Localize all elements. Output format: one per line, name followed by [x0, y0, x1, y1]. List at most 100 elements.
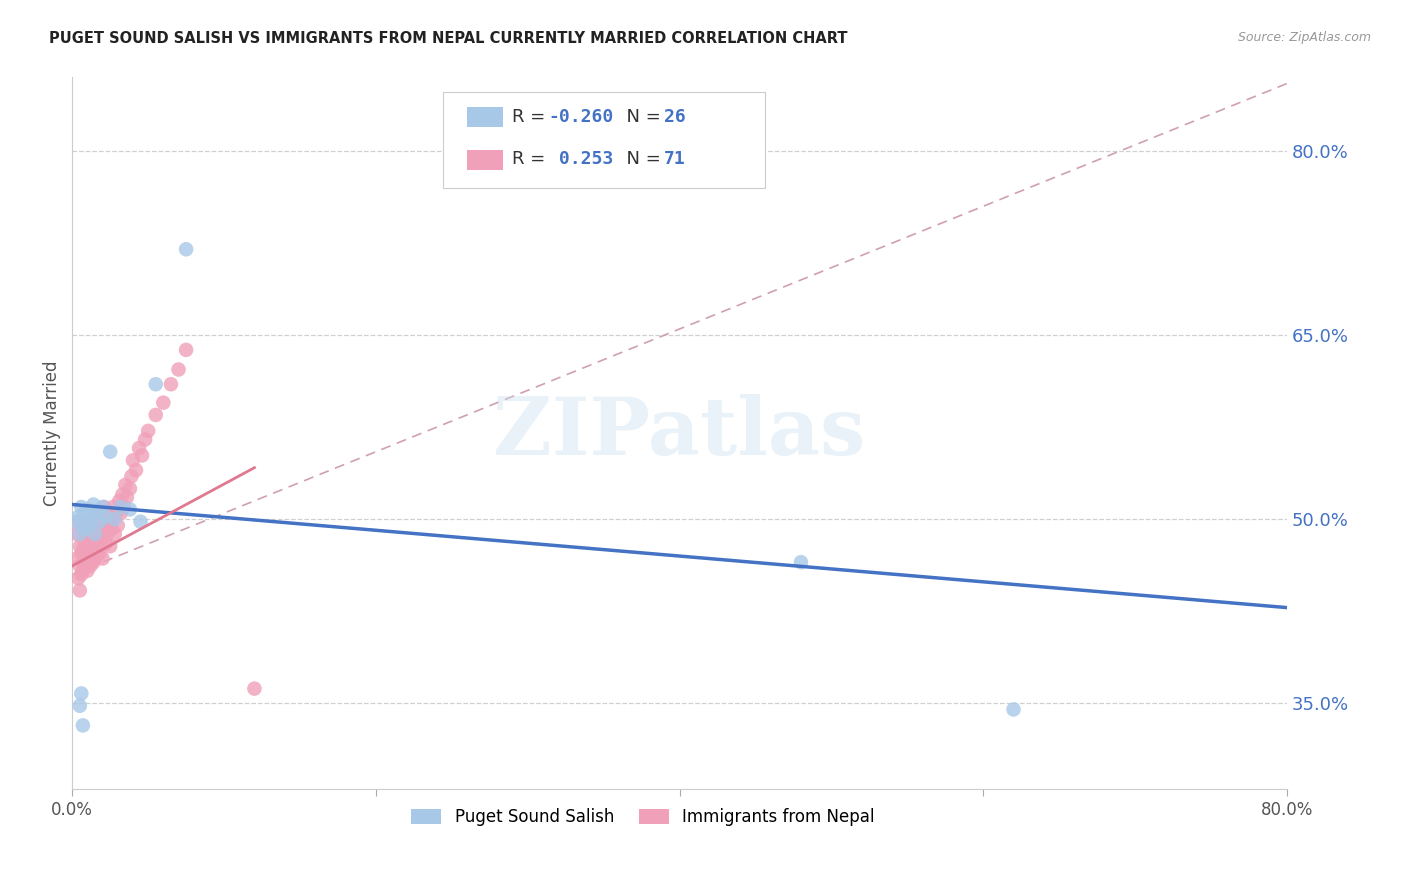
Point: [72, 564, 94, 578]
Point: [84, 527, 107, 541]
Text: -0.260: -0.260: [548, 108, 613, 126]
Point: [104, 527, 127, 541]
Point: [72, 522, 94, 536]
Point: [94, 515, 117, 529]
Point: [97, 506, 120, 520]
Point: [77, 555, 100, 569]
Point: [160, 377, 183, 392]
Point: [125, 463, 148, 477]
FancyBboxPatch shape: [467, 150, 503, 170]
Text: R =: R =: [512, 108, 551, 126]
Point: [131, 449, 153, 463]
Point: [136, 424, 159, 438]
Point: [145, 377, 167, 392]
Point: [111, 488, 134, 502]
Point: [82, 555, 104, 569]
Point: [80, 527, 103, 541]
Point: [122, 453, 145, 467]
Point: [107, 518, 129, 533]
FancyBboxPatch shape: [467, 107, 503, 128]
Point: [66, 551, 89, 566]
Text: ZIPatlas: ZIPatlas: [494, 394, 866, 473]
Point: [69, 527, 91, 541]
Point: [89, 515, 111, 529]
Text: Source: ZipAtlas.com: Source: ZipAtlas.com: [1237, 31, 1371, 45]
Text: PUGET SOUND SALISH VS IMMIGRANTS FROM NEPAL CURRENTLY MARRIED CORRELATION CHART: PUGET SOUND SALISH VS IMMIGRANTS FROM NE…: [49, 31, 848, 46]
Point: [84, 506, 107, 520]
Point: [73, 534, 96, 549]
Y-axis label: Currently Married: Currently Married: [44, 360, 60, 506]
Point: [86, 522, 108, 536]
Point: [115, 490, 138, 504]
Text: N =: N =: [616, 108, 666, 126]
Point: [1002, 702, 1025, 716]
Point: [128, 441, 150, 455]
Point: [94, 509, 117, 524]
Point: [79, 539, 101, 553]
Point: [87, 515, 110, 529]
Point: [79, 517, 101, 532]
Point: [145, 408, 167, 422]
Point: [105, 506, 128, 520]
Point: [93, 500, 115, 514]
Point: [167, 362, 190, 376]
Point: [174, 242, 197, 256]
Point: [87, 539, 110, 553]
Point: [75, 527, 97, 541]
Point: [69, 558, 91, 573]
Point: [91, 551, 114, 566]
Point: [82, 534, 104, 549]
Point: [69, 698, 91, 713]
Text: N =: N =: [616, 150, 666, 169]
Point: [67, 509, 90, 524]
Point: [69, 583, 91, 598]
Point: [108, 493, 131, 508]
Point: [73, 506, 96, 520]
Point: [120, 469, 142, 483]
Point: [98, 515, 121, 529]
Point: [134, 433, 156, 447]
Point: [86, 547, 108, 561]
Point: [79, 558, 101, 573]
Point: [91, 500, 114, 514]
Point: [66, 515, 89, 529]
Point: [76, 547, 98, 561]
Point: [77, 531, 100, 545]
Point: [129, 515, 152, 529]
Point: [72, 542, 94, 557]
Point: [91, 522, 114, 536]
Point: [70, 500, 93, 514]
Point: [80, 549, 103, 563]
Point: [70, 567, 93, 582]
Point: [174, 343, 197, 357]
Legend: Puget Sound Salish, Immigrants from Nepal: Puget Sound Salish, Immigrants from Nepa…: [404, 799, 883, 834]
Point: [100, 522, 122, 536]
Point: [76, 518, 98, 533]
Point: [67, 571, 90, 585]
Point: [77, 512, 100, 526]
Text: R =: R =: [512, 150, 557, 169]
Point: [112, 500, 135, 514]
Text: 0.253: 0.253: [548, 150, 613, 169]
Point: [243, 681, 266, 696]
Point: [70, 686, 93, 700]
Point: [90, 531, 112, 545]
Point: [72, 518, 94, 533]
Point: [89, 547, 111, 561]
FancyBboxPatch shape: [443, 92, 765, 187]
Point: [76, 502, 98, 516]
Point: [96, 527, 118, 541]
Point: [110, 500, 132, 514]
Point: [104, 512, 127, 526]
Point: [98, 539, 121, 553]
Point: [75, 551, 97, 566]
Point: [152, 395, 174, 409]
Point: [73, 555, 96, 569]
Text: 26: 26: [664, 108, 686, 126]
Point: [72, 718, 94, 732]
Point: [98, 444, 121, 458]
Point: [790, 555, 813, 569]
Point: [76, 564, 98, 578]
Point: [86, 505, 108, 519]
Point: [94, 537, 117, 551]
